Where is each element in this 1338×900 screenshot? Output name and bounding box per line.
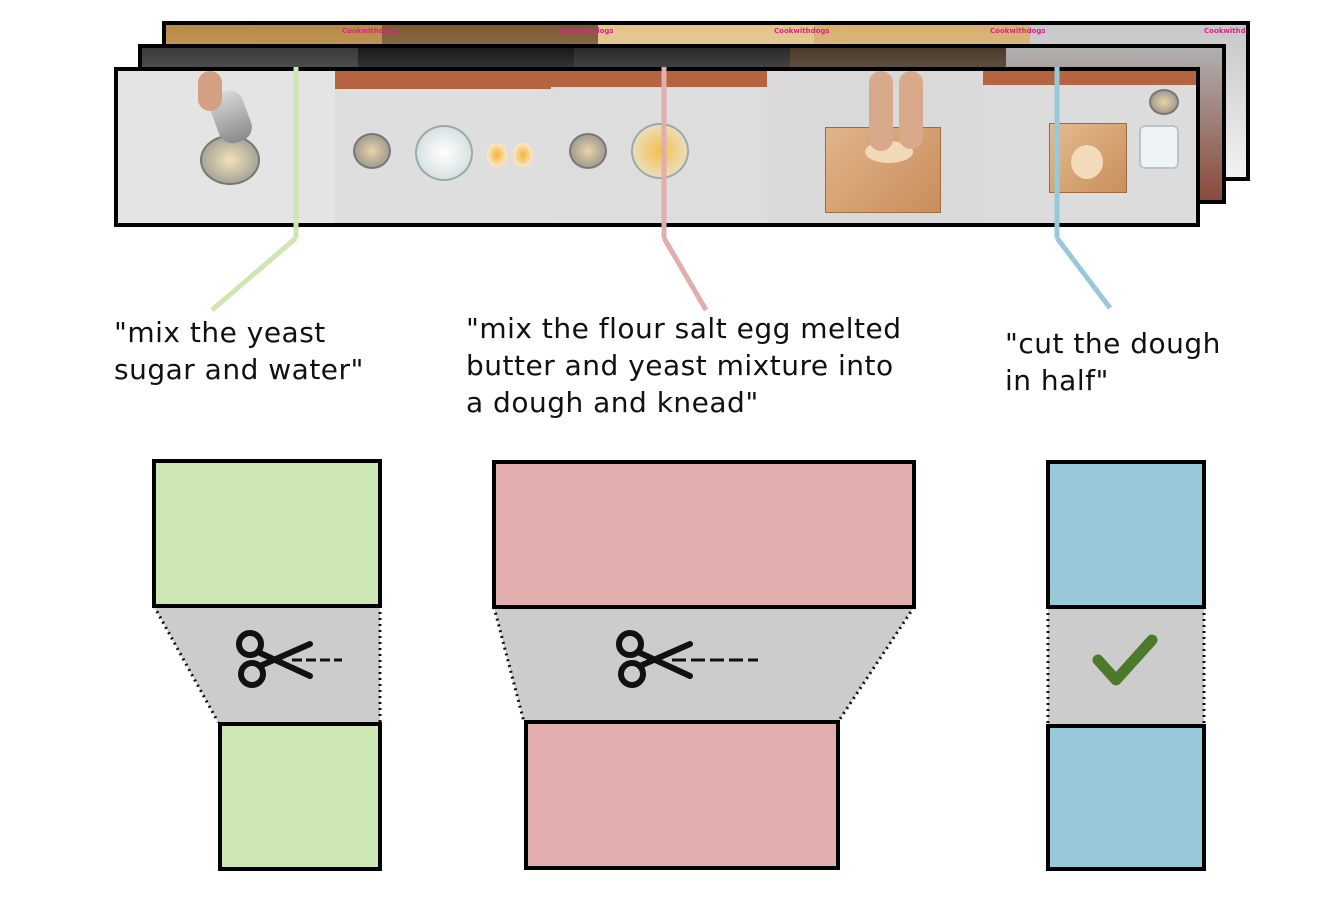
gap-edge <box>492 606 526 723</box>
green-segment-bottom <box>218 722 382 871</box>
scissors-icon <box>616 630 758 688</box>
gap-edge <box>836 606 916 723</box>
hand <box>869 71 893 151</box>
pink-segment-top <box>492 460 916 609</box>
watermark: Cookwithdogs <box>342 27 398 35</box>
blue-segment-bottom <box>1046 724 1206 871</box>
caption-step-1: "mix the yeast sugar and water" <box>114 316 364 386</box>
glass-container <box>1139 125 1179 169</box>
blue-pointer-line <box>1055 236 1112 310</box>
video-frame <box>551 71 767 223</box>
small-bowl <box>1149 89 1179 115</box>
watermark: Cookwithdogs <box>990 27 1046 35</box>
hand <box>899 71 923 149</box>
pink-gap-region <box>494 607 914 722</box>
green-segment-top <box>152 459 382 608</box>
brick-wall <box>335 71 551 89</box>
glass-bowl <box>415 125 473 181</box>
gap-edge <box>152 605 220 723</box>
caption-step-3: "cut the dough in half" <box>1005 327 1221 397</box>
glass-bowl <box>631 123 689 179</box>
egg-cup <box>513 143 533 167</box>
video-frame <box>983 71 1196 223</box>
watermark: Cookwithdogs <box>1204 27 1250 35</box>
blue-segment-top <box>1046 460 1206 609</box>
pink-segment-bottom <box>524 720 840 870</box>
video-frame <box>335 71 551 223</box>
pink-pointer-line <box>661 236 709 312</box>
watermark: Cookwithdogs <box>558 27 614 35</box>
mixing-bowl <box>200 135 260 185</box>
dough <box>1071 145 1103 179</box>
caption-step-2: "mix the flour salt egg melted butter an… <box>466 312 902 419</box>
egg-cup <box>487 143 507 167</box>
small-bowl <box>353 133 391 169</box>
hand <box>198 71 222 111</box>
watermark: Cookwithdogs <box>774 27 830 35</box>
small-bowl <box>569 133 607 169</box>
scissors-icon <box>236 630 342 688</box>
brick-wall <box>551 71 767 87</box>
video-frame <box>767 71 983 223</box>
brick-wall <box>983 71 1196 85</box>
green-pointer-line <box>210 236 298 312</box>
video-frame <box>118 71 335 223</box>
checkmark-icon <box>1092 634 1158 686</box>
